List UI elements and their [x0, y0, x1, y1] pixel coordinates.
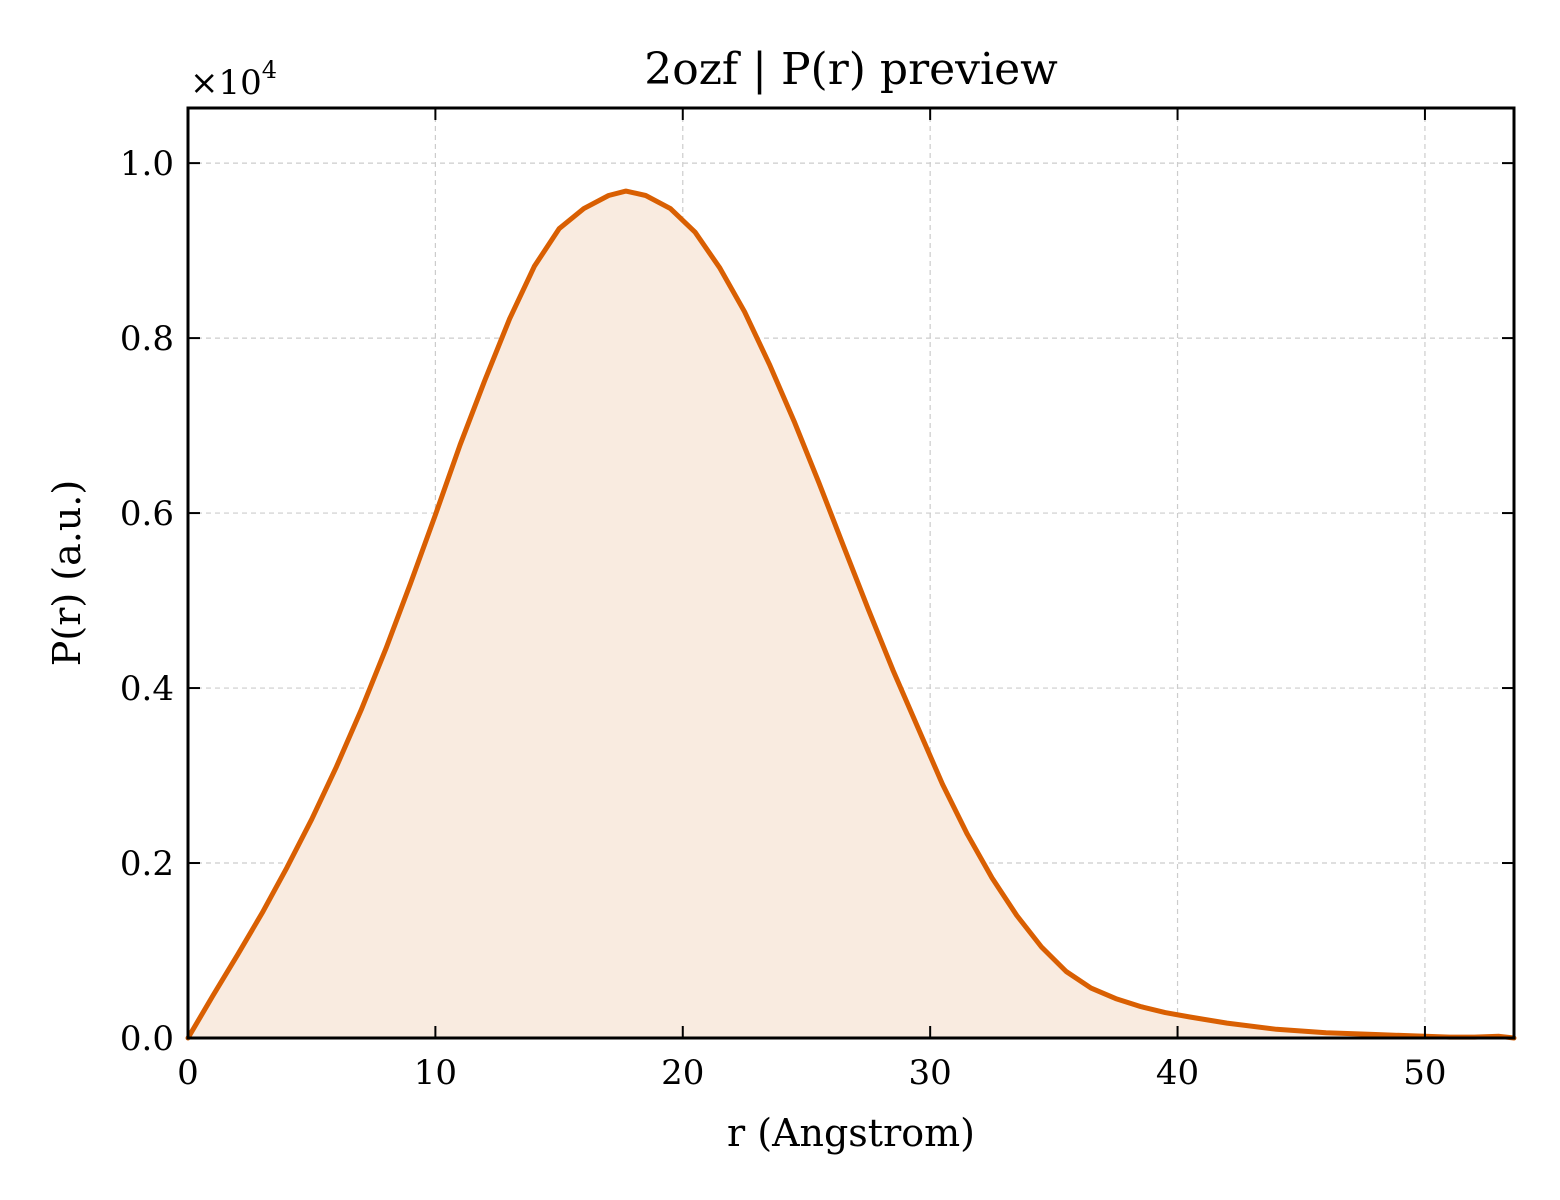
chart-title: 2ozf | P(r) preview — [644, 44, 1058, 95]
pr-area-fill — [188, 191, 1514, 1039]
y-tick-label: 0.8 — [120, 319, 174, 359]
y-offset-base: ×10 — [190, 63, 262, 103]
y-tick-label: 0.6 — [120, 494, 174, 534]
y-tick-label: 1.0 — [120, 144, 174, 184]
x-tick-label: 0 — [177, 1053, 199, 1093]
x-tick-label: 10 — [414, 1053, 457, 1093]
x-tick-label: 50 — [1403, 1053, 1446, 1093]
x-tick-label: 30 — [909, 1053, 952, 1093]
x-tick-labels: 0 10 20 30 40 50 — [177, 1053, 1446, 1093]
y-tick-label: 0.0 — [120, 1019, 174, 1059]
x-tick-label: 40 — [1156, 1053, 1199, 1093]
y-tick-label: 0.2 — [120, 844, 174, 884]
y-axis-label: P(r) (a.u.) — [45, 480, 89, 666]
x-tick-label: 20 — [661, 1053, 704, 1093]
x-axis-label: r (Angstrom) — [727, 1111, 975, 1155]
pr-series-line — [185, 188, 1517, 1041]
y-tick-labels: 0.0 0.2 0.4 0.6 0.8 1.0 — [120, 144, 174, 1059]
y-tick-label: 0.4 — [120, 669, 174, 709]
plot-frame — [186, 106, 1516, 1040]
y-offset-text: ×104 — [190, 56, 277, 103]
y-offset-exponent: 4 — [262, 56, 277, 84]
axis-ticks — [187, 108, 1514, 1039]
